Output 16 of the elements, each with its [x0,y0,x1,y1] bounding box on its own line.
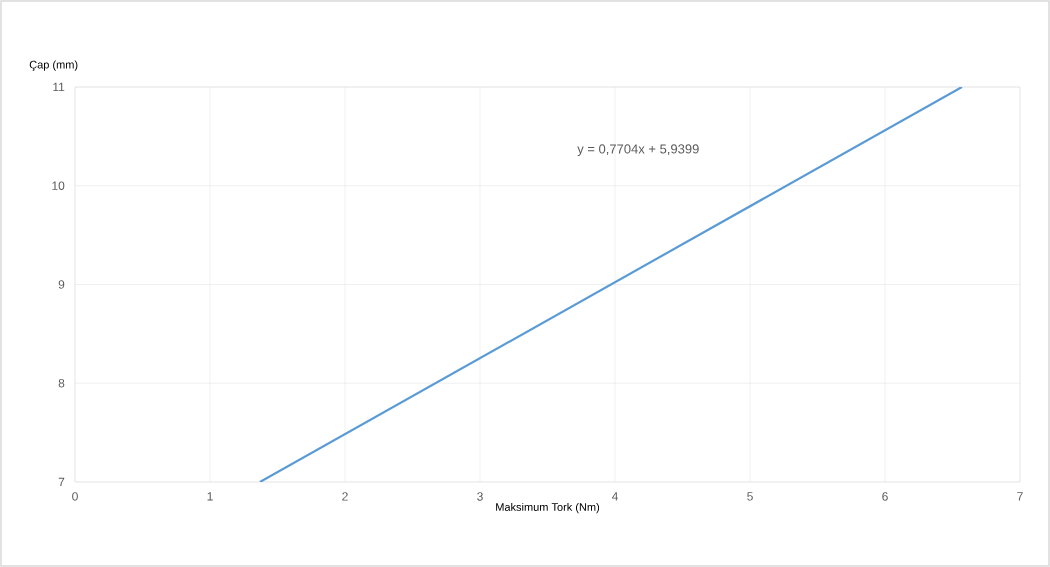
annotation: y = 0,7704x + 5,9399 [577,144,699,157]
x-tick-label: 7 [1017,492,1023,501]
y-axis-title: Çap (mm) [29,60,78,71]
x-tick-label: 3 [477,492,483,501]
x-axis-title: Maksimum Tork (Nm) [496,502,600,514]
x-tick-label: 6 [882,492,888,501]
y-tick-label: 10 [52,181,65,190]
x-tick-label: 1 [207,492,213,501]
y-tick-label: 9 [58,280,65,289]
y-tick-label: 8 [58,378,65,388]
y-tick-label: 11 [53,82,65,92]
x-tick-label: 2 [342,492,348,501]
x-tick-label: 5 [747,492,753,501]
x-tick-label: 0 [72,492,78,501]
y-tick-label: 7 [58,477,65,487]
x-tick-label: 4 [611,492,618,501]
